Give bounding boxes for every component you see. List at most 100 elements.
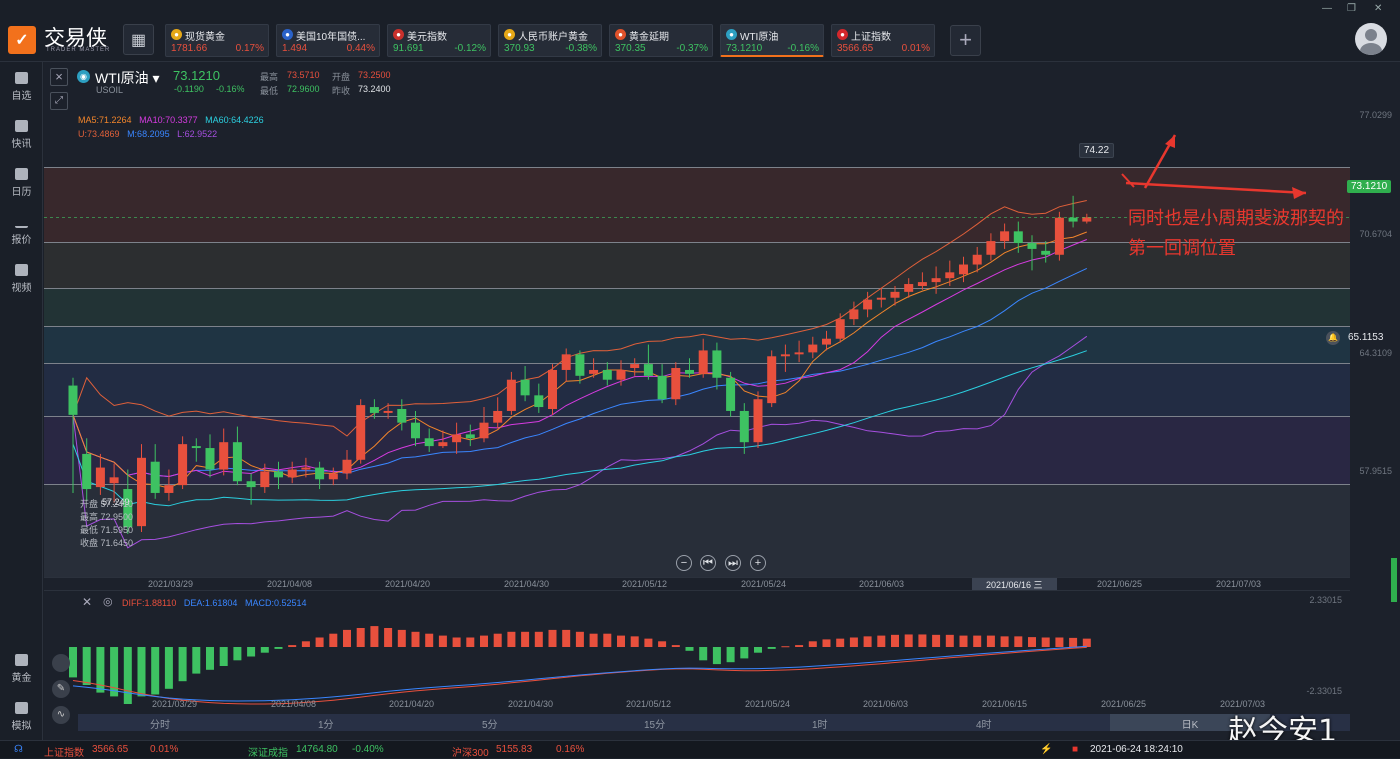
ma-legend: MA5:71.2264 MA10:70.3377 MA60:64.4226 xyxy=(78,115,264,125)
macd-chart[interactable] xyxy=(44,591,1350,715)
ma60-line xyxy=(72,350,1087,507)
ticker-change: 0.17% xyxy=(235,43,264,54)
app-subtitle: TRADER MASTER xyxy=(46,47,111,53)
sh-index-name[interactable]: 上证指数 xyxy=(44,748,84,759)
tf-1min[interactable]: 1分 xyxy=(318,720,334,731)
macd-bar xyxy=(480,635,488,647)
candle-body xyxy=(191,446,201,449)
macd-bar xyxy=(603,633,612,647)
calendar-icon xyxy=(15,168,28,180)
candlestick-chart[interactable] xyxy=(44,62,1350,578)
sidebar-item-news[interactable]: 快讯 xyxy=(0,120,43,150)
candle-body xyxy=(671,368,681,400)
info-open: 开盘 57.2410 xyxy=(80,499,134,509)
ticker-5[interactable]: ● WTI原油 73.1210 -0.16% xyxy=(720,24,824,57)
macd-bar xyxy=(932,634,941,647)
bell-icon[interactable]: 🔔 xyxy=(1326,331,1340,345)
sidebar-item-gold[interactable]: 黄金 xyxy=(0,654,43,684)
close-macd-icon[interactable]: ✕ xyxy=(82,595,93,609)
macd-bar xyxy=(521,631,530,647)
ticker-name: 美元指数 xyxy=(407,32,447,43)
pen-icon[interactable]: ✎ xyxy=(52,680,70,698)
x-axis-label: 2021/06/25 xyxy=(1097,579,1143,589)
tf-1h[interactable]: 1时 xyxy=(812,720,828,731)
ticker-2[interactable]: ● 美元指数 91.691 -0.12% xyxy=(387,24,491,57)
tf-daily[interactable]: 日K xyxy=(1110,714,1270,731)
candle-body xyxy=(438,442,448,447)
x-axis: 2021/03/29 2021/04/08 2021/04/20 2021/04… xyxy=(44,577,1350,591)
candle-body xyxy=(219,442,229,470)
macd-bar xyxy=(781,646,790,648)
macd-bar xyxy=(904,634,913,647)
candle-body xyxy=(602,369,612,380)
candle-body xyxy=(520,379,530,396)
restore-icon[interactable]: ❐ xyxy=(1347,3,1356,14)
close-chart-button[interactable]: × xyxy=(50,68,68,86)
ma10-value: MA10:70.3377 xyxy=(139,115,198,125)
boll-m-value: M:68.2095 xyxy=(127,129,170,139)
macd-bar xyxy=(891,634,899,647)
fib-line xyxy=(44,167,1350,168)
macd-value: MACD:0.52514 xyxy=(244,598,307,608)
sidebar-item-watchlist[interactable]: 自选 xyxy=(0,72,43,102)
scroll-left-button[interactable]: ⏮ xyxy=(700,555,716,571)
candle-body xyxy=(657,375,667,400)
high-value: 73.5710 xyxy=(287,70,320,80)
wallet-icon xyxy=(15,702,28,714)
symbol-name[interactable]: WTI原油 ▾ xyxy=(95,70,160,86)
x-axis-cursor-label: 2021/06/16 三 xyxy=(972,578,1057,591)
ticker-4[interactable]: ● 黄金延期 370.35 -0.37% xyxy=(609,24,713,57)
wave-icon[interactable]: ∿ xyxy=(52,706,70,724)
sidebar: 自选 快讯 日历 报价 视频 黄金 模拟 xyxy=(0,62,43,740)
sidebar-item-video[interactable]: 视频 xyxy=(0,264,43,294)
scrollbar-handle[interactable] xyxy=(1391,558,1397,602)
candle-body xyxy=(68,385,78,415)
macd-bar xyxy=(1041,637,1050,647)
info-high: 最高 72.9500 xyxy=(80,512,134,522)
fib-zone-5 xyxy=(44,363,1350,416)
ticker-1[interactable]: ● 美国10年国债... 1.494 0.44% xyxy=(276,24,380,57)
ticker-0[interactable]: ● 现货黄金 1781.66 0.17% xyxy=(165,24,269,57)
candle-body xyxy=(753,399,763,443)
scroll-right-button[interactable]: ⏭ xyxy=(725,555,741,571)
info-low: 最低 71.5950 xyxy=(80,525,134,535)
candle-body xyxy=(808,344,818,353)
minimize-icon[interactable]: — xyxy=(1322,3,1332,14)
draw-tool-button[interactable]: ⤢ xyxy=(50,92,68,110)
macd-bar xyxy=(178,647,187,682)
sidebar-item-quotes[interactable]: 报价 xyxy=(0,216,43,246)
x-axis-label: 2021/05/24 xyxy=(741,579,787,589)
ticker-3[interactable]: ● 人民币账户黄金 370.93 -0.38% xyxy=(498,24,602,57)
macd-bar xyxy=(617,635,625,647)
candle-body xyxy=(1054,217,1064,255)
ticker-6[interactable]: ● 上证指数 3566.65 0.01% xyxy=(831,24,935,57)
sidebar-item-simulate[interactable]: 模拟 xyxy=(0,702,43,732)
settings-icon[interactable]: ◎ xyxy=(103,596,113,608)
macd-bar xyxy=(671,645,680,647)
macd-bar xyxy=(288,645,297,647)
macd-bar xyxy=(507,631,516,647)
sidebar-item-label: 视频 xyxy=(11,283,32,294)
candle-body xyxy=(95,467,105,488)
macd-bar xyxy=(836,638,845,647)
tf-timeshare[interactable]: 分时 xyxy=(150,720,170,731)
tf-5min[interactable]: 5分 xyxy=(482,720,498,731)
close-icon[interactable]: ✕ xyxy=(1374,3,1383,14)
macd-x-label: 2021/06/15 xyxy=(982,699,1028,709)
hs300-name[interactable]: 沪深300 xyxy=(452,748,489,759)
sidebar-item-calendar[interactable]: 日历 xyxy=(0,168,43,198)
zoom-out-button[interactable]: − xyxy=(676,555,692,571)
hs300-change: 0.16% xyxy=(556,744,585,755)
grid-menu-button[interactable]: ▦ xyxy=(123,24,154,55)
annotation-arrowhead xyxy=(1165,135,1175,148)
candle-body xyxy=(137,457,146,527)
macd-bar xyxy=(233,647,242,661)
zoom-in-button[interactable]: + xyxy=(750,555,766,571)
sz-index-name[interactable]: 深证成指 xyxy=(248,748,288,759)
user-avatar[interactable] xyxy=(1355,23,1387,55)
tf-4h[interactable]: 4时 xyxy=(976,720,992,731)
indicator-icon[interactable] xyxy=(52,654,70,672)
tf-15min[interactable]: 15分 xyxy=(644,720,666,731)
candle-body xyxy=(685,369,694,374)
add-ticker-button[interactable]: + xyxy=(950,25,981,56)
